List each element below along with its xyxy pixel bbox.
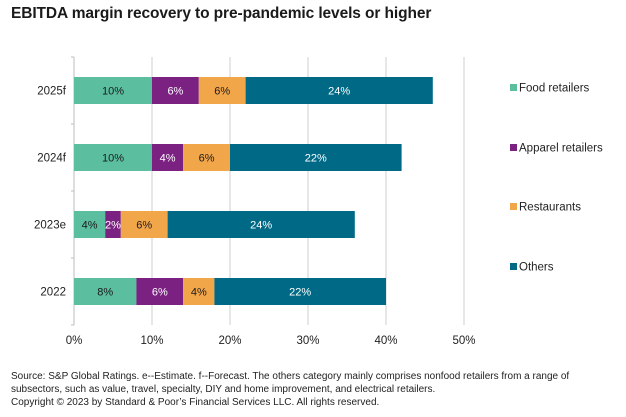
data-label: 8% <box>97 287 113 299</box>
bars: 10% 6% 6% 24% 10% 4% 6% 22% 4% 2% 6% 24% 8% 6% 4% 22% <box>74 77 433 305</box>
x-tick-label: 30% <box>296 335 319 347</box>
source-note: Source: S&P Global Ratings. e--Estimate.… <box>11 371 570 395</box>
legend-label: Others <box>519 262 554 274</box>
data-label: 4% <box>191 287 207 299</box>
x-tick-label: 40% <box>374 335 397 347</box>
bar-segment <box>152 77 199 104</box>
data-label: 10% <box>102 86 124 98</box>
legend: Food retailers Apparel retailers Restauran… <box>510 83 603 274</box>
bar-segment <box>152 144 184 171</box>
bar-segment <box>183 278 215 305</box>
legend-label: Food retailers <box>519 83 590 95</box>
data-label: 10% <box>102 153 124 165</box>
x-tick-label: 20% <box>218 335 241 347</box>
x-axis-ticks: 0% 10% 20% 30% 40% 50% <box>66 335 476 347</box>
bar-segment <box>198 77 246 104</box>
legend-item: Apparel retailers <box>510 143 603 155</box>
data-label: 6% <box>152 287 168 299</box>
legend-label: Apparel retailers <box>519 143 603 155</box>
data-label: 22% <box>289 287 311 299</box>
bar-segment <box>167 211 355 238</box>
bar-segment <box>120 211 168 238</box>
x-tick-label: 10% <box>140 335 163 347</box>
category-label: 2024f <box>37 153 67 165</box>
bar-segment <box>74 278 137 305</box>
data-label: 6% <box>136 220 152 232</box>
data-label: 6% <box>199 153 215 165</box>
legend-item: Food retailers <box>510 83 590 95</box>
data-label: 22% <box>305 153 327 165</box>
copyright-note: Copyright © 2023 by Standard & Poor’s Fi… <box>11 397 380 408</box>
bar-segment <box>214 278 386 305</box>
data-label: 6% <box>167 86 183 98</box>
legend-item: Others <box>510 262 554 274</box>
bar-segment <box>230 144 402 171</box>
category-label: 2025f <box>37 86 67 98</box>
bar-segment <box>105 211 121 238</box>
x-tick-label: 0% <box>66 335 83 347</box>
bar-segment <box>136 278 184 305</box>
bar-segment <box>245 77 433 104</box>
legend-swatch <box>510 263 517 270</box>
x-tick-label: 50% <box>452 335 475 347</box>
data-label: 2% <box>105 220 121 232</box>
legend-swatch <box>510 84 517 91</box>
bar-segment <box>183 144 230 171</box>
data-label: 4% <box>82 220 98 232</box>
category-label: 2022 <box>40 287 66 299</box>
y-axis: 2025f 2024f 2023e 2022 <box>34 56 75 326</box>
data-label: 4% <box>160 153 176 165</box>
legend-swatch <box>510 203 517 210</box>
legend-label: Restaurants <box>519 202 581 214</box>
data-label: 6% <box>214 86 230 98</box>
data-label: 24% <box>328 86 350 98</box>
chart-title: EBITDA margin recovery to pre-pandemic l… <box>11 5 432 22</box>
category-label: 2023e <box>34 220 66 232</box>
legend-item: Restaurants <box>510 202 581 214</box>
bar-segment <box>74 77 152 104</box>
legend-swatch <box>510 144 517 151</box>
data-label: 24% <box>250 220 272 232</box>
bar-segment <box>74 211 106 238</box>
bar-segment <box>74 144 152 171</box>
